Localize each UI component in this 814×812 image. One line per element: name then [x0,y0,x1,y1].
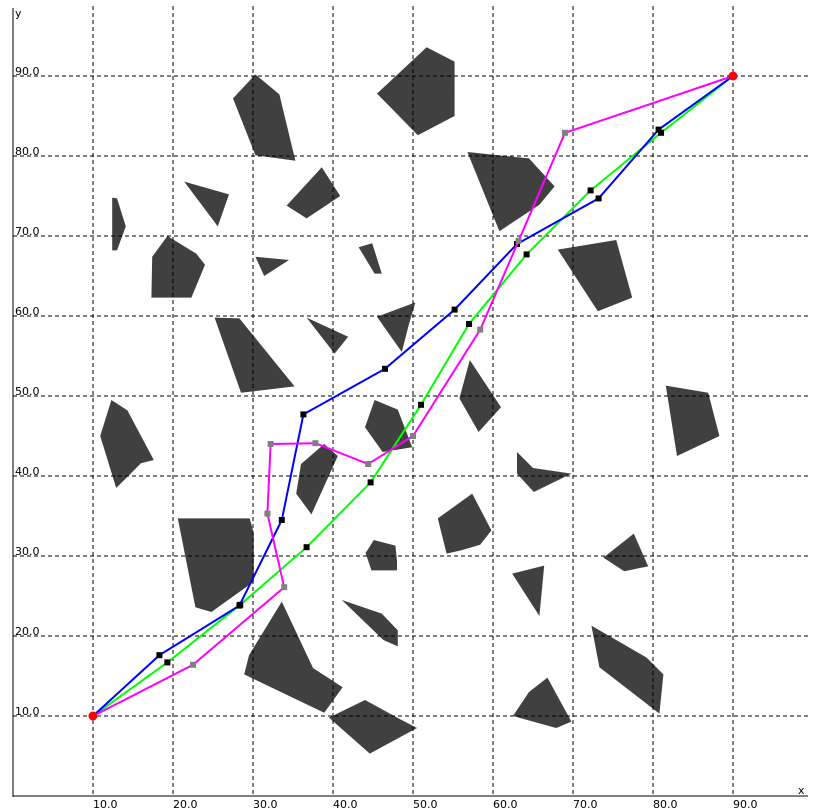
y-tick-label: 20.0 [15,625,40,638]
y-tick-label: 40.0 [15,465,40,478]
waypoint-marker-2-0 [190,661,196,668]
waypoint-marker-0-6 [523,251,530,258]
waypoint-marker-1-1 [236,602,243,609]
waypoint-marker-2-7 [477,326,484,333]
x-tick-label: 80.0 [653,798,678,811]
x-axis-label: x [798,784,805,797]
waypoint-marker-2-4 [312,440,319,447]
obstacle-14 [665,385,720,456]
axes-layer: y x [12,7,808,797]
waypoint-marker-1-0 [156,652,163,659]
x-tick-label: 30.0 [253,798,278,811]
x-tick-label: 20.0 [173,798,198,811]
obstacle-9 [557,240,633,312]
obstacle-16 [100,400,154,488]
waypoint-marker-2-6 [410,433,416,439]
x-tick-label: 50.0 [413,798,438,811]
obstacle-10 [214,317,295,393]
waypoint-marker-0-0 [164,659,171,666]
waypoint-marker-2-1 [281,584,288,591]
start-point [88,711,98,721]
x-tick-label: 90.0 [733,798,758,811]
waypoint-marker-1-3 [300,411,307,418]
y-tick-label: 90.0 [15,65,40,78]
obstacle-22 [603,533,649,572]
waypoint-marker-2-8 [515,237,522,244]
obstacle-8 [358,243,382,274]
waypoint-marker-0-4 [418,401,424,408]
obstacle-17 [296,444,338,515]
obstacle-18 [517,452,572,492]
obstacle-0 [377,47,455,136]
obstacle-21 [364,540,397,571]
obstacle-13 [459,360,501,432]
x-tick-label: 60.0 [493,798,518,811]
waypoint-marker-2-9 [562,129,568,136]
obstacle-11 [306,317,349,354]
y-tick-label: 50.0 [15,385,40,398]
waypoint-marker-1-7 [595,195,602,202]
y-tick-label: 10.0 [15,705,40,718]
obstacle-12 [377,302,416,352]
waypoint-marker-2-3 [267,441,274,447]
waypoint-marker-2-5 [365,461,372,467]
waypoint-marker-0-3 [367,479,374,486]
obstacle-2 [467,152,555,232]
waypoint-marker-1-4 [382,365,388,372]
waypoint-marker-0-7 [587,187,594,194]
obstacle-4 [286,167,341,219]
x-tick-label: 10.0 [93,798,118,811]
y-tick-label: 80.0 [15,145,40,158]
paths-layer [92,75,734,717]
y-tick-label: 70.0 [15,225,40,238]
obstacle-19 [437,493,492,554]
grid-layer [13,6,808,796]
waypoint-marker-0-8 [658,129,664,136]
goal-point [728,71,738,81]
path-series-2 [92,75,734,717]
x-tick-label: 40.0 [333,798,358,811]
y-tick-label: 30.0 [15,545,40,558]
waypoint-marker-2-2 [264,510,271,517]
waypoint-marker-1-5 [451,306,458,313]
y-tick-label: 60.0 [15,305,40,318]
waypoint-marker-0-2 [303,544,310,551]
y-axis-label: y [15,7,22,20]
x-tick-label: 70.0 [573,798,598,811]
waypoint-marker-1-8 [655,126,662,133]
obstacle-25 [244,601,343,713]
obstacle-27 [513,677,572,728]
obstacle-28 [329,700,417,754]
obstacle-24 [341,600,398,647]
obstacle-3 [184,181,229,227]
obstacle-1 [233,74,296,161]
obstacle-6 [151,236,205,298]
obstacle-7 [255,256,289,276]
ticks-layer: 10.0 20.0 30.0 40.0 50.0 60.0 70.0 80.0 90.0 10.0… [15,65,758,811]
obstacle-20 [177,518,254,612]
obstacle-5 [112,197,126,251]
obstacle-23 [512,565,545,616]
waypoint-marker-1-2 [278,517,285,523]
waypoint-marker-0-5 [466,321,472,327]
obstacle-15 [365,400,413,452]
obstacle-26 [591,625,664,714]
obstacles-layer [100,47,720,754]
endpoints-layer [88,71,738,721]
